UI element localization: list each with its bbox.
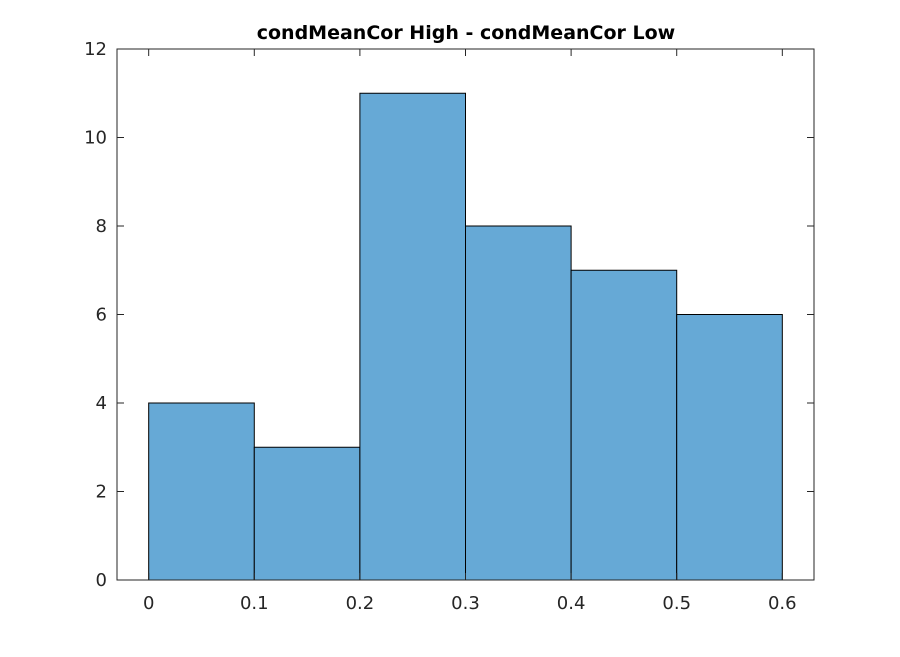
x-tick-label: 0.2 <box>346 593 375 614</box>
y-tick-label: 0 <box>96 570 107 591</box>
x-tick-label: 0.6 <box>768 593 797 614</box>
histogram-bar <box>676 314 783 581</box>
x-tick-label: 0.1 <box>240 593 269 614</box>
y-tick-label: 6 <box>96 305 107 326</box>
x-tick-label: 0.5 <box>662 593 691 614</box>
histogram-bar <box>465 225 572 581</box>
histogram-bar <box>253 446 361 581</box>
bars-group <box>148 92 783 581</box>
x-tick-label: 0 <box>143 593 154 614</box>
y-tick-label: 4 <box>96 393 107 414</box>
tick-labels-group: 0 0.1 0.2 0.3 0.4 0.5 0.6 0 2 4 6 8 10 12 <box>84 39 797 614</box>
x-tick-label: 0.3 <box>451 593 480 614</box>
y-tick-label: 10 <box>84 128 107 149</box>
y-tick-label: 12 <box>84 39 107 60</box>
histogram-bar <box>359 92 467 581</box>
histogram-bar <box>570 269 678 581</box>
x-tick-label: 0.4 <box>557 593 586 614</box>
y-tick-label: 8 <box>96 216 107 237</box>
histogram-bar <box>148 402 255 581</box>
y-tick-label: 2 <box>96 482 107 503</box>
chart-title: condMeanCor High - condMeanCor Low <box>257 22 676 44</box>
ticks-group <box>117 48 814 581</box>
